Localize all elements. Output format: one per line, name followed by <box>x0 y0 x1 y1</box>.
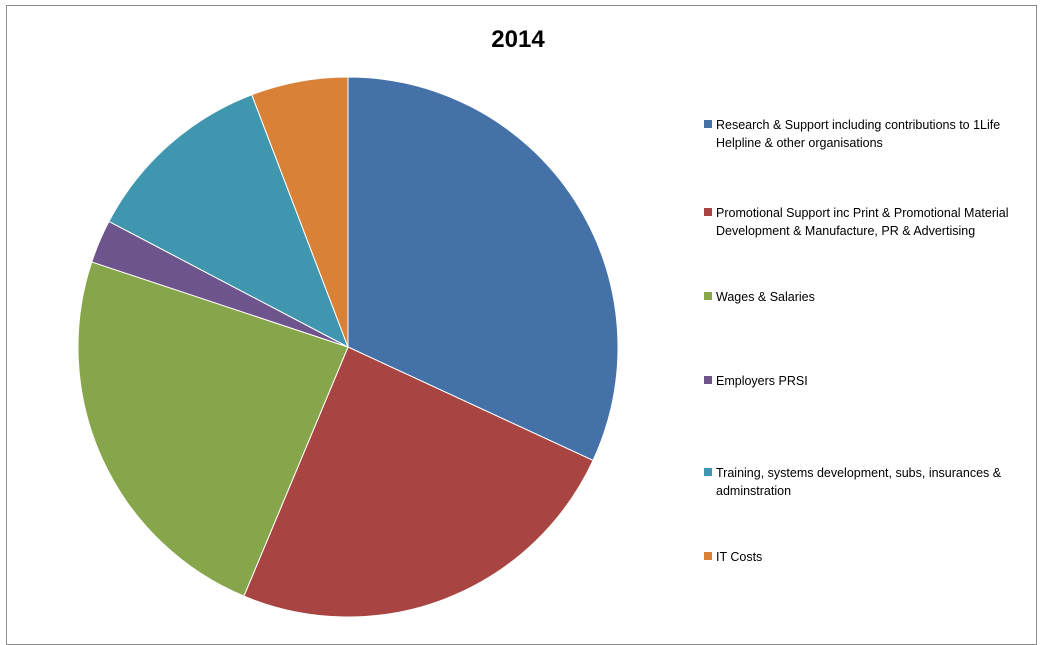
legend-label: Employers PRSI <box>716 374 808 388</box>
pie-slice-wages-salaries <box>77 261 349 597</box>
legend-swatch <box>704 468 712 476</box>
pie-slice-training-admin <box>108 94 349 349</box>
legend-item-employers-prsi: Employers PRSI <box>704 372 1034 390</box>
pie-slice-it-costs <box>251 76 349 348</box>
legend-item-it-costs: IT Costs <box>704 548 1034 566</box>
legend-swatch <box>704 552 712 560</box>
legend-swatch <box>704 120 712 128</box>
legend-label: Research & Support including contributio… <box>716 118 1001 150</box>
legend-swatch <box>704 292 712 300</box>
legend-label: Training, systems development, subs, ins… <box>716 466 1002 498</box>
legend-label: IT Costs <box>716 550 763 564</box>
pie-chart <box>77 76 619 618</box>
legend-item-promotional-support: Promotional Support inc Print & Promotio… <box>704 204 1034 240</box>
legend-label: Promotional Support inc Print & Promotio… <box>716 206 1009 238</box>
legend-swatch <box>704 376 712 384</box>
legend-swatch <box>704 208 712 216</box>
pie-slice-promotional-support <box>243 346 594 618</box>
legend-item-training-admin: Training, systems development, subs, ins… <box>704 464 1034 500</box>
legend-label: Wages & Salaries <box>716 290 815 304</box>
legend-item-research-support: Research & Support including contributio… <box>704 116 1034 152</box>
chart-title: 2014 <box>491 26 545 53</box>
pie-slice-research-support <box>347 76 619 462</box>
legend-item-wages-salaries: Wages & Salaries <box>704 288 1034 306</box>
